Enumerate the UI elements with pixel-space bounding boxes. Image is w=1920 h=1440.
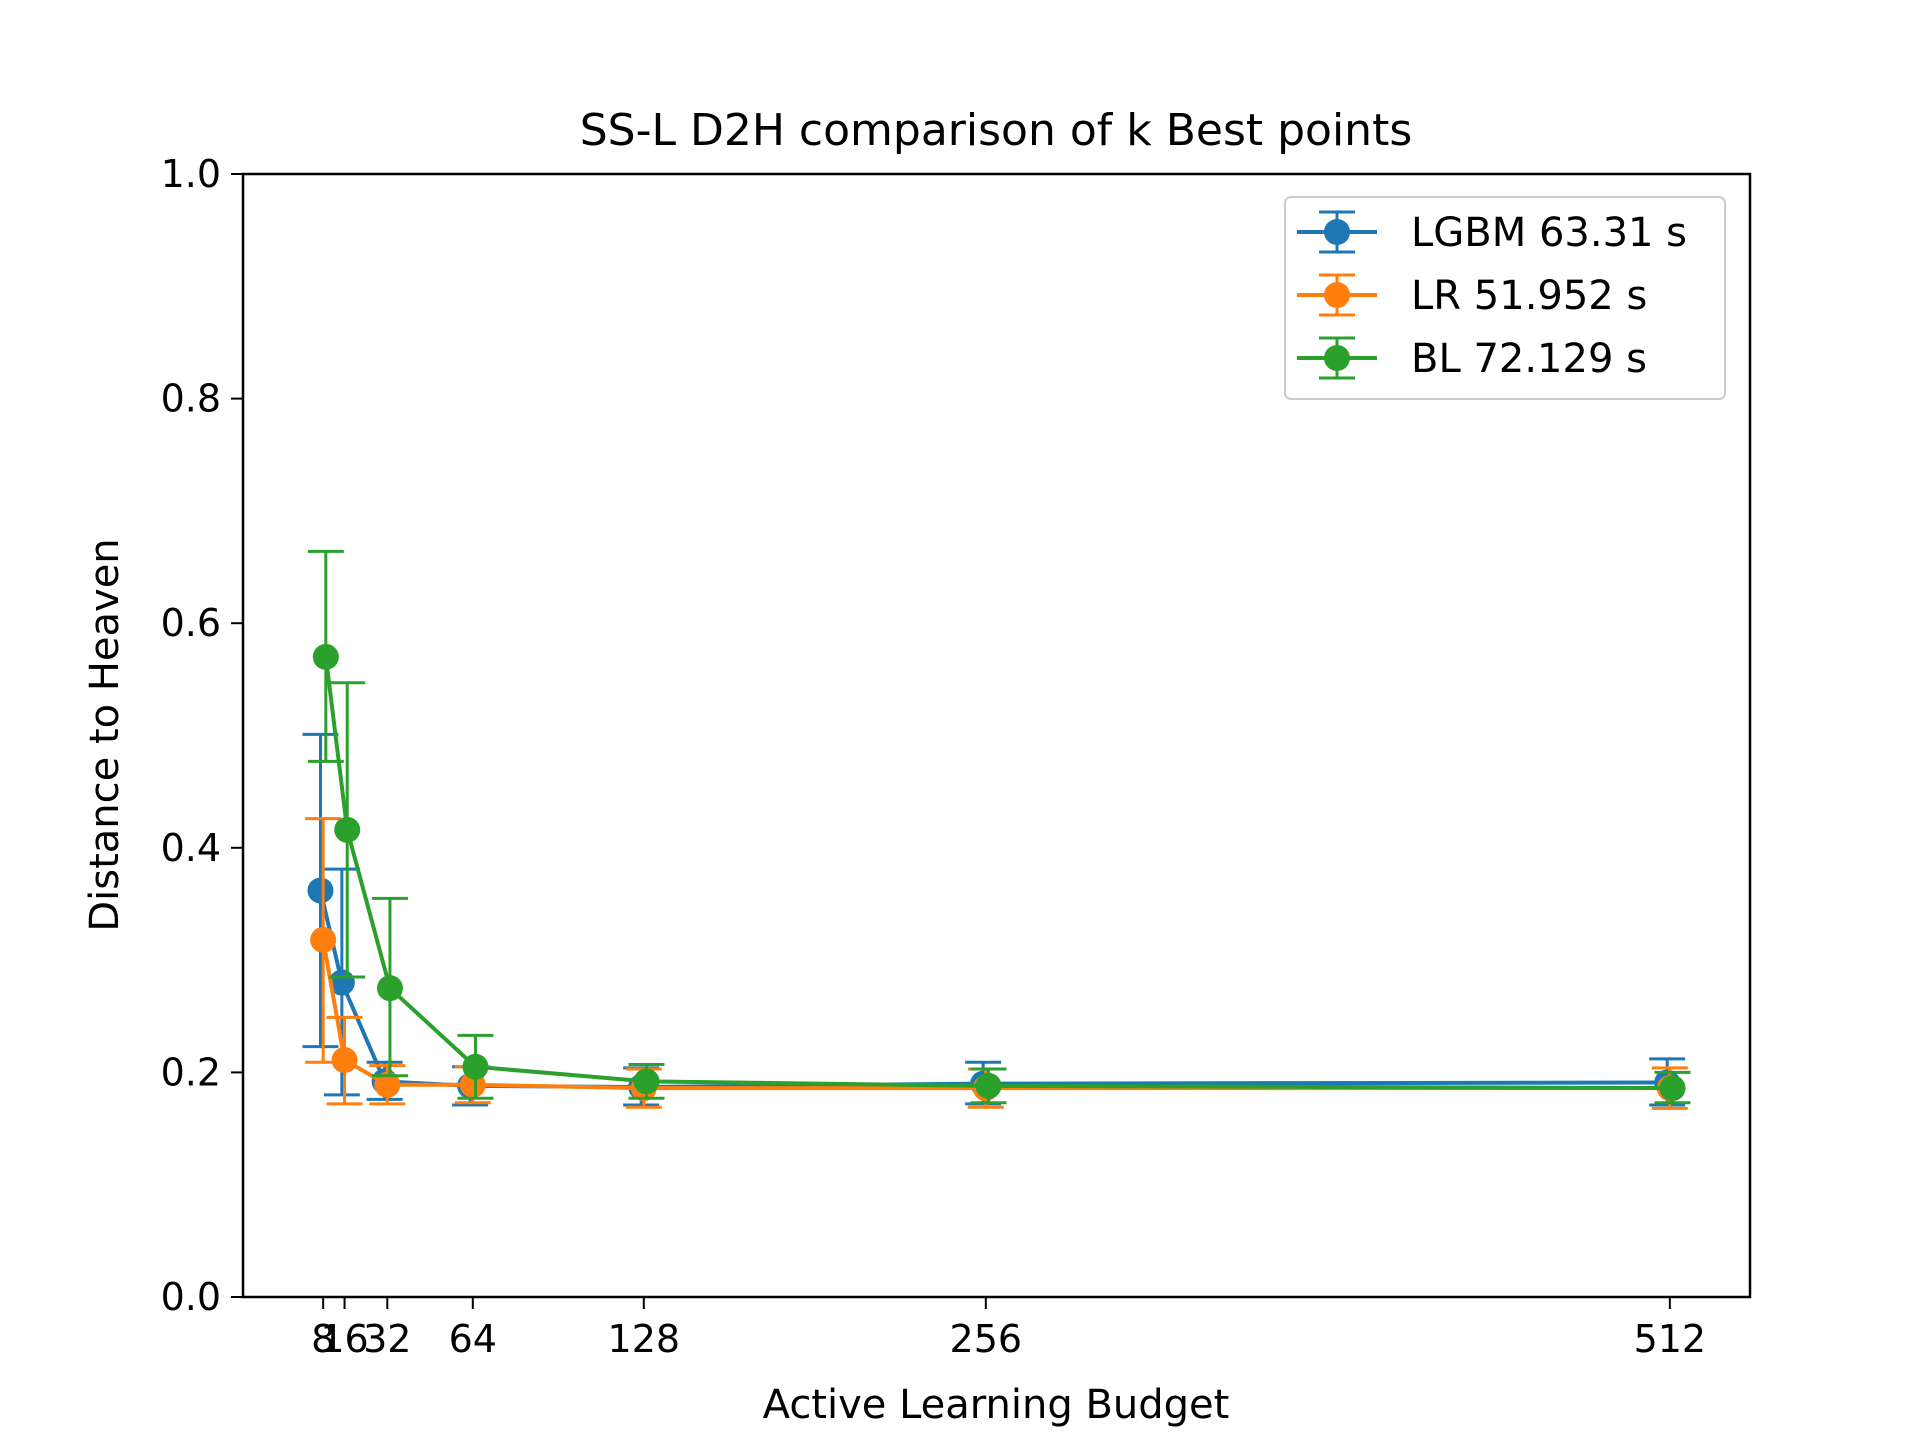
- series-1: [302, 732, 1686, 1107]
- legend-marker: [1324, 282, 1350, 308]
- series-2: [305, 817, 1688, 1110]
- x-tick-label: 128: [608, 1317, 681, 1361]
- plot-frame: [241, 172, 1752, 1299]
- y-tick-label: 0.4: [161, 826, 221, 870]
- data-point: [331, 1047, 358, 1074]
- y-tick-label: 0.8: [161, 377, 221, 421]
- data-point: [312, 643, 339, 670]
- legend-box: [1284, 196, 1726, 400]
- legend-item: LGBM 63.31 s: [1297, 210, 1687, 256]
- data-point: [307, 877, 334, 904]
- data-point: [334, 816, 361, 843]
- data-point: [1659, 1075, 1686, 1102]
- data-point: [376, 975, 403, 1002]
- legend-label: LGBM 63.31 s: [1411, 210, 1687, 256]
- data-point: [310, 926, 337, 953]
- y-tick-label: 0.0: [161, 1275, 221, 1319]
- legend-marker: [1324, 345, 1350, 371]
- y-tick-label: 0.6: [161, 601, 221, 645]
- y-axis-label: Distance to Heaven: [82, 538, 128, 931]
- series-3: [307, 549, 1691, 1105]
- series-line: [318, 890, 1668, 1089]
- data-point: [374, 1071, 401, 1098]
- legend-label: BL 72.129 s: [1411, 336, 1647, 382]
- data-point: [462, 1053, 489, 1080]
- chart-title: SS-L D2H comparison of k Best points: [580, 105, 1413, 156]
- series-line: [323, 656, 1673, 1091]
- x-tick-label: 512: [1634, 1317, 1707, 1361]
- legend-item: LR 51.952 s: [1297, 273, 1647, 319]
- x-tick-label: 8: [311, 1317, 335, 1361]
- plot-layer: [302, 549, 1691, 1110]
- legend-marker: [1324, 219, 1350, 245]
- legend-label: LR 51.952 s: [1411, 273, 1647, 319]
- y-tick-label: 1.0: [161, 152, 221, 196]
- x-axis-label: Active Learning Budget: [763, 1382, 1230, 1428]
- series-line: [321, 939, 1670, 1091]
- x-tick-label: 256: [950, 1317, 1023, 1361]
- data-point: [975, 1072, 1002, 1099]
- x-tick-label: 64: [449, 1317, 497, 1361]
- x-tick-label: 16: [320, 1317, 368, 1361]
- x-tick-label: 32: [363, 1317, 411, 1361]
- legend: LGBM 63.31 s LR 51.952 s BL 72.129 s: [1284, 196, 1726, 400]
- legend-item: BL 72.129 s: [1297, 336, 1647, 382]
- y-tick-label: 0.2: [161, 1050, 221, 1094]
- data-point: [633, 1068, 660, 1095]
